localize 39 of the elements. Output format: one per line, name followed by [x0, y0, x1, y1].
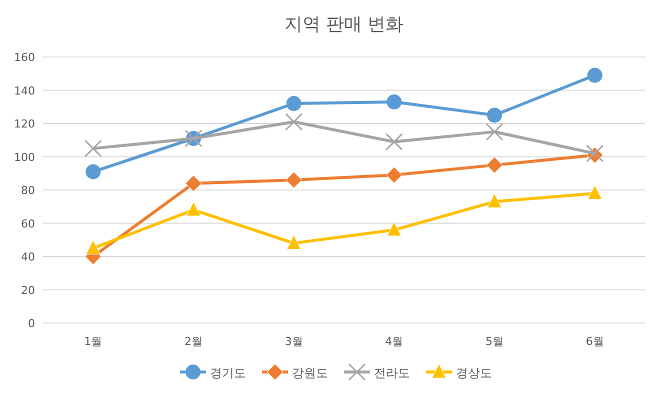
y-tick-label: 80 — [21, 184, 35, 197]
point — [286, 172, 302, 188]
point — [286, 96, 302, 112]
chart-title: 지역 판매 변화 — [284, 14, 404, 35]
x-tick-label: 3월 — [284, 335, 303, 348]
point — [487, 193, 502, 208]
x-tick-label: 2월 — [184, 335, 202, 348]
y-tick-label: 100 — [14, 150, 35, 164]
point — [86, 240, 100, 254]
x-tick-label: 5월 — [486, 335, 504, 348]
legend-label: 경기도 — [210, 366, 246, 380]
point — [486, 156, 503, 174]
y-tick-label: 120 — [14, 118, 35, 130]
point — [386, 222, 402, 236]
legend-label: 경상도 — [456, 366, 492, 380]
legend-label: 전라도 — [374, 366, 410, 380]
point — [386, 166, 402, 184]
y-tick-label: 0 — [28, 317, 35, 330]
point — [487, 108, 502, 123]
y-tick-label: 40 — [21, 250, 35, 264]
y-tick-label: 140 — [14, 84, 35, 98]
x-tick-label: 6월 — [586, 335, 604, 348]
point — [186, 202, 201, 216]
point — [86, 164, 101, 180]
point — [587, 68, 602, 83]
x-tick-label: 1월 — [84, 335, 102, 348]
point — [84, 140, 102, 158]
point — [486, 123, 504, 141]
legend-label: 강원도 — [292, 366, 328, 380]
y-tick-label: 160 — [14, 51, 35, 64]
point — [588, 185, 602, 200]
point — [286, 234, 302, 250]
point — [386, 94, 402, 110]
point — [285, 113, 303, 131]
point — [185, 175, 202, 192]
x-tick-label: 4월 — [385, 335, 404, 348]
y-tick-label: 60 — [21, 217, 35, 230]
y-tick-label: 20 — [21, 284, 35, 297]
point — [385, 133, 403, 151]
